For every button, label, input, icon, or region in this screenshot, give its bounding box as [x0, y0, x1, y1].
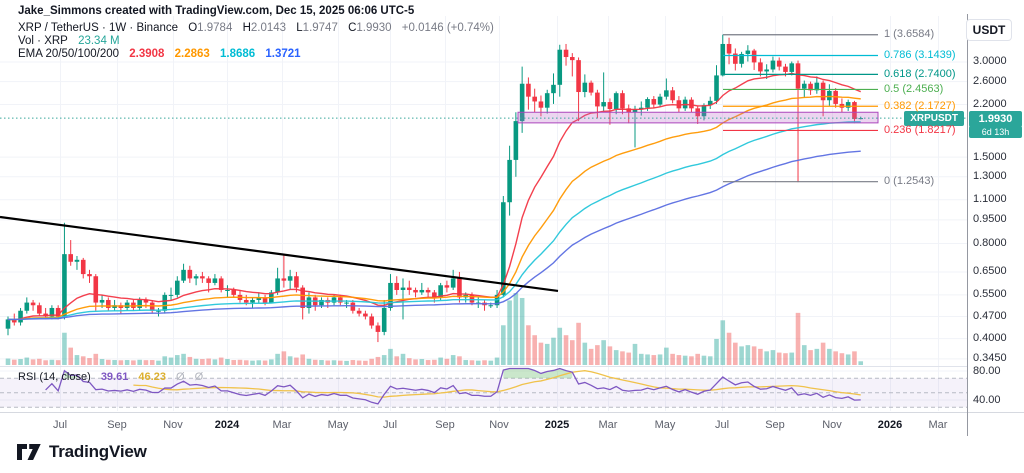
fib-level-label: 0.236 (1.8217)	[884, 123, 956, 136]
rsi-legend-row[interactable]: RSI (14, close) 39.61 46.23 Ø Ø	[18, 371, 203, 383]
time-axis-label[interactable]: Sep	[435, 419, 455, 431]
high-value: 2.0143	[250, 22, 287, 34]
time-axis-label[interactable]: Mar	[272, 419, 292, 431]
ema20-value: 2.3908	[129, 48, 165, 60]
open-label: O	[188, 22, 198, 34]
price-axis-label[interactable]: 0.4000	[973, 332, 1007, 345]
rsi-ma-value: 46.23	[138, 371, 166, 383]
symbol-legend-row[interactable]: XRP / TetherUS · 1W · Binance O1.9784 H2…	[18, 22, 494, 34]
ema-label: EMA 20/50/100/200	[18, 48, 120, 60]
time-axis-label[interactable]: Sep	[765, 419, 785, 431]
price-axis-label[interactable]: 1.1000	[973, 193, 1007, 206]
price-axis-label[interactable]: 0.6500	[973, 265, 1007, 278]
time-axis-label[interactable]: Mar	[598, 419, 618, 431]
price-axis-label[interactable]: 0.4700	[973, 309, 1007, 322]
volume-legend-row[interactable]: Vol · XRP 23.34 M	[18, 35, 120, 47]
bar-countdown-flag: 6d 13h	[969, 126, 1022, 138]
rsi-na-icon: Ø	[176, 371, 185, 383]
tradingview-logo[interactable]: TradingView	[16, 441, 147, 463]
ema50-value: 2.2863	[174, 48, 210, 60]
price-axis-label[interactable]: 0.5500	[973, 288, 1007, 301]
time-axis-label[interactable]: Jul	[52, 419, 68, 431]
time-axis-label[interactable]: Jul	[382, 419, 398, 431]
fib-level-label: 1 (3.6584)	[884, 28, 935, 41]
rsi-axis-label[interactable]: 40.00	[973, 393, 1001, 406]
fib-level-label: 0.5 (2.4563)	[884, 82, 944, 95]
time-axis-label[interactable]: Mar	[928, 419, 948, 431]
symbol-title[interactable]: XRP / TetherUS · 1W · Binance	[18, 22, 179, 34]
price-axis-label[interactable]: 0.8000	[973, 236, 1007, 249]
price-axis-label[interactable]: 1.5000	[973, 150, 1007, 163]
close-label: C	[348, 22, 357, 34]
fib-level-label: 0.786 (3.1439)	[884, 49, 956, 62]
rsi-axis-label[interactable]: 80.00	[973, 364, 1001, 377]
price-axis-label[interactable]: 0.3450	[973, 352, 1007, 365]
price-axis-currency-label[interactable]: USDT	[966, 19, 1012, 41]
time-axis-label[interactable]: Sep	[107, 419, 127, 431]
price-axis-label[interactable]: 1.3000	[973, 170, 1007, 183]
change-value: +0.0146 (+0.74%)	[401, 22, 494, 34]
time-axis-label[interactable]: Nov	[163, 419, 183, 431]
ema100-value: 1.8686	[220, 48, 256, 60]
fib-level-label: 0 (1.2543)	[884, 175, 935, 188]
open-value: 1.9784	[197, 22, 233, 34]
fib-level-label: 0.618 (2.7400)	[884, 67, 956, 80]
tradingview-logo-icon	[17, 444, 41, 460]
tradingview-logo-text: TradingView	[49, 442, 147, 461]
close-value: 1.9930	[356, 22, 392, 34]
time-axis-label[interactable]: May	[327, 419, 349, 431]
rsi-value: 39.61	[100, 371, 129, 383]
current-price-flag: 1.9930	[969, 111, 1022, 127]
time-axis-label[interactable]: Nov	[489, 419, 509, 431]
price-axis-label[interactable]: 3.0000	[973, 55, 1007, 68]
price-axis-label[interactable]: 2.6000	[973, 75, 1007, 88]
time-axis-label[interactable]: Nov	[822, 419, 842, 431]
price-axis-label[interactable]: 2.2000	[973, 98, 1007, 111]
rsi-label: RSI (14, close)	[18, 371, 91, 383]
time-axis-label[interactable]: May	[654, 419, 676, 431]
high-label: H	[242, 22, 251, 34]
time-axis-label[interactable]: 2024	[214, 419, 240, 431]
attribution-text: Jake_Simmons created with TradingView.co…	[18, 5, 415, 17]
symbol-price-flag: XRPUSDT	[904, 111, 964, 126]
rsi-na-icon: Ø	[194, 371, 204, 383]
low-label: L	[296, 22, 303, 34]
time-axis-label[interactable]: Jul	[714, 419, 730, 431]
fib-level-label: 0.382 (2.1727)	[884, 99, 956, 112]
price-axis-label[interactable]: 0.9500	[973, 213, 1007, 226]
ema-legend-row[interactable]: EMA 20/50/100/200 2.3908 2.2863 1.8686 1…	[18, 48, 301, 60]
time-axis-label[interactable]: 2025	[544, 419, 570, 431]
volume-label: Vol · XRP	[18, 35, 68, 47]
time-axis-label[interactable]: 2026	[877, 419, 903, 431]
volume-value: 23.34 M	[78, 35, 120, 47]
low-value: 1.9747	[302, 22, 338, 34]
ema200-value: 1.3721	[265, 48, 301, 60]
